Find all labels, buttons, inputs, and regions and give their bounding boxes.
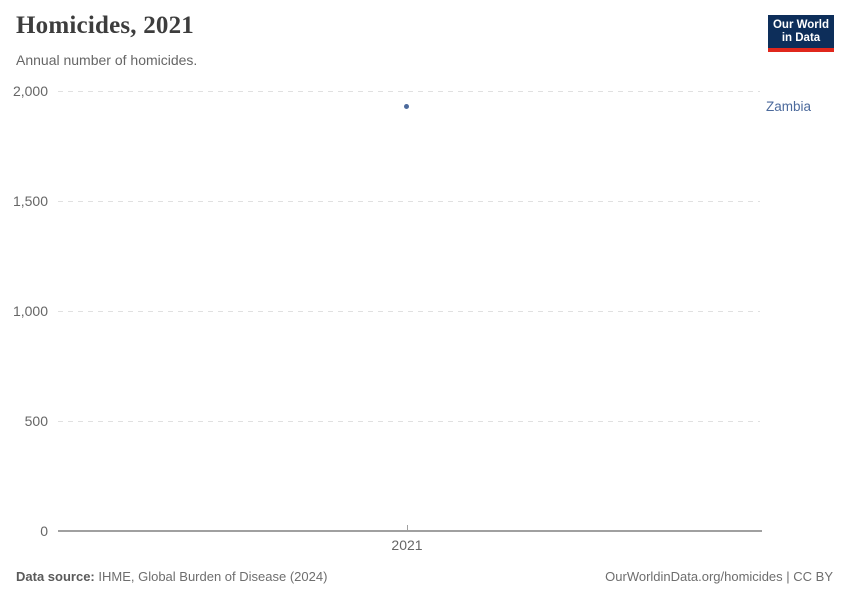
y-tick-label-500: 500: [24, 413, 48, 429]
x-axis-tick: [407, 525, 408, 530]
data-point-zambia[interactable]: [404, 104, 409, 109]
x-tick-label-2021: 2021: [391, 537, 423, 553]
gridline-500: [58, 421, 760, 422]
y-tick-label-1500: 1,500: [12, 193, 48, 209]
page-title: Homicides, 2021: [16, 12, 194, 39]
chart-subtitle: Annual number of homicides.: [16, 52, 198, 68]
x-axis-line: [58, 530, 762, 532]
y-tick-label-0: 0: [40, 523, 48, 539]
owid-logo-line2: in Data: [781, 32, 821, 44]
gridline-1500: [58, 201, 760, 202]
y-tick-label-2000: 2,000: [12, 83, 48, 99]
entity-label-zambia[interactable]: Zambia: [766, 99, 812, 114]
y-tick-label-1000: 1,000: [12, 303, 48, 319]
data-source-label: Data source:: [16, 569, 95, 584]
data-source-note: Data source: IHME, Global Burden of Dise…: [16, 569, 327, 584]
license-link[interactable]: OurWorldinData.org/homicides | CC BY: [605, 569, 833, 584]
owid-logo[interactable]: Our World in Data: [768, 15, 834, 52]
gridline-1000: [58, 311, 760, 312]
gridline-2000: [58, 91, 760, 92]
owid-logo-line1: Our World: [772, 19, 829, 31]
data-source-text: IHME, Global Burden of Disease (2024): [94, 569, 328, 584]
